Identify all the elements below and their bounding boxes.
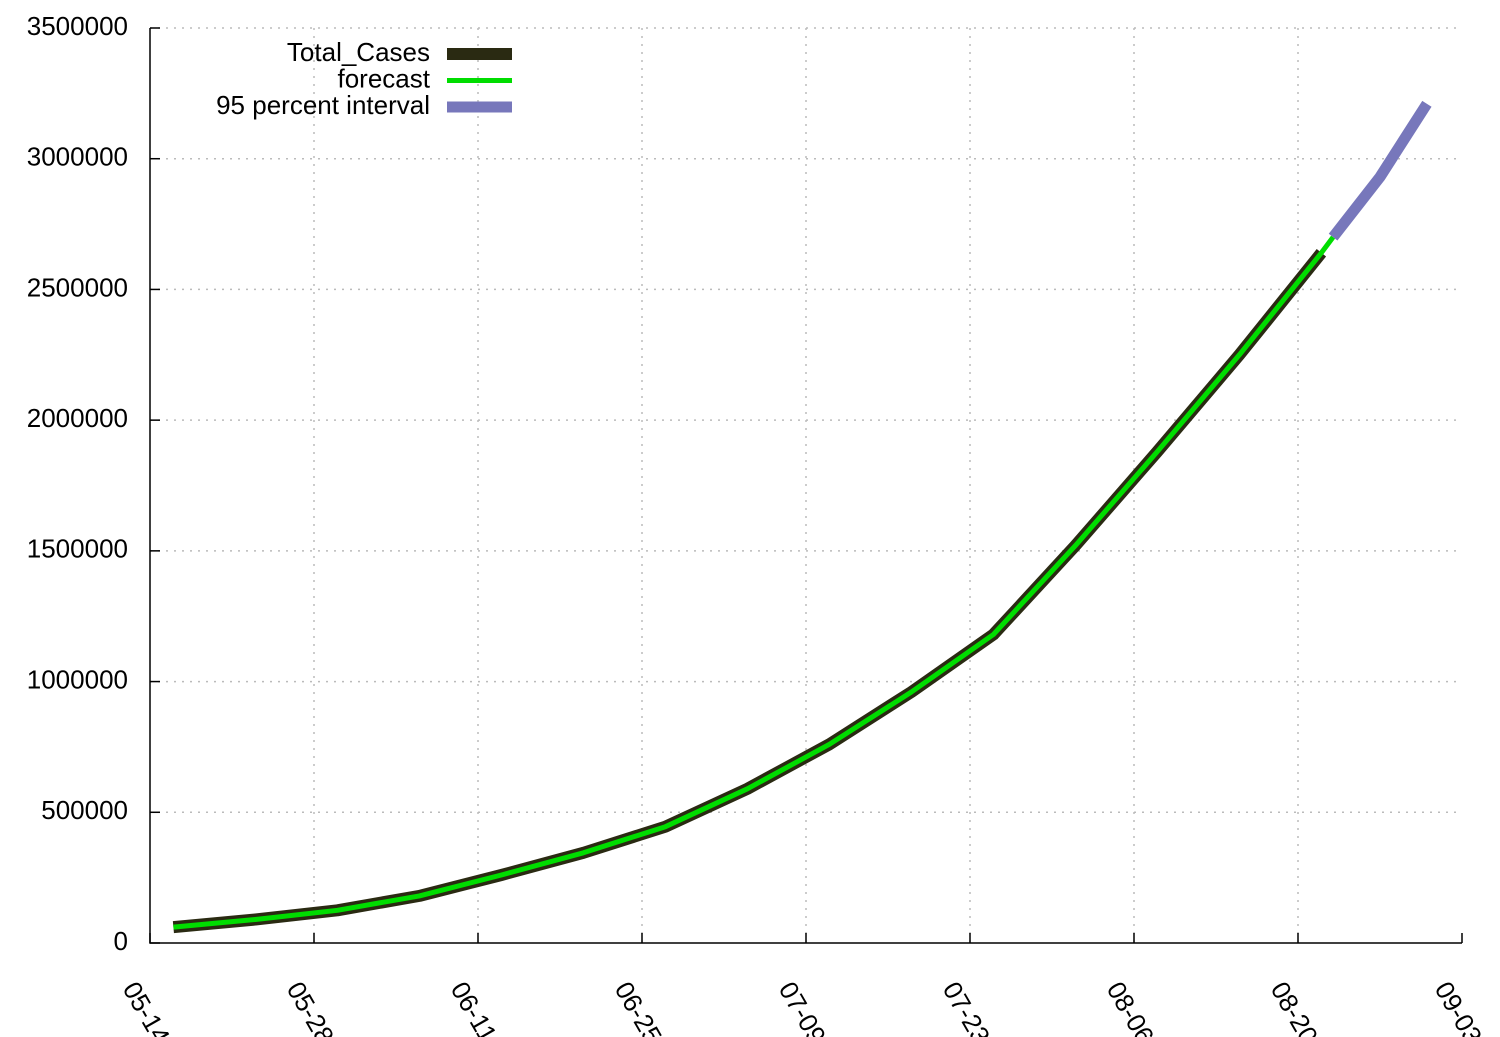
x-tick-label: 05-28 [281,976,340,1037]
x-tick-label: 09-03 [1429,976,1488,1037]
series-line [1328,100,1432,241]
axes [149,28,1462,944]
x-tick-label: 07-23 [937,976,996,1037]
y-tick-label: 3000000 [27,142,128,172]
legend-label: forecast [338,63,431,93]
series-line [172,249,1327,934]
x-tick-label: 08-06 [1101,976,1160,1037]
y-tick-label: 2000000 [27,403,128,433]
legend-label: 95 percent interval [216,90,430,120]
y-tick-label: 1500000 [27,534,128,564]
y-tick-label: 1000000 [27,664,128,694]
y-tick-label: 0 [114,926,128,956]
x-tick-label: 06-11 [445,976,503,1037]
x-tick-label: 05-14 [117,976,176,1037]
series-line [173,235,1336,930]
x-tick-label: 07-09 [773,976,832,1037]
y-tick-label: 2500000 [27,272,128,302]
y-tick-label: 500000 [41,795,128,825]
legend-label: Total_Cases [287,37,430,67]
x-tick-label: 06-25 [609,976,668,1037]
y-tick-label: 3500000 [27,11,128,41]
x-tick-label: 08-20 [1265,976,1324,1037]
